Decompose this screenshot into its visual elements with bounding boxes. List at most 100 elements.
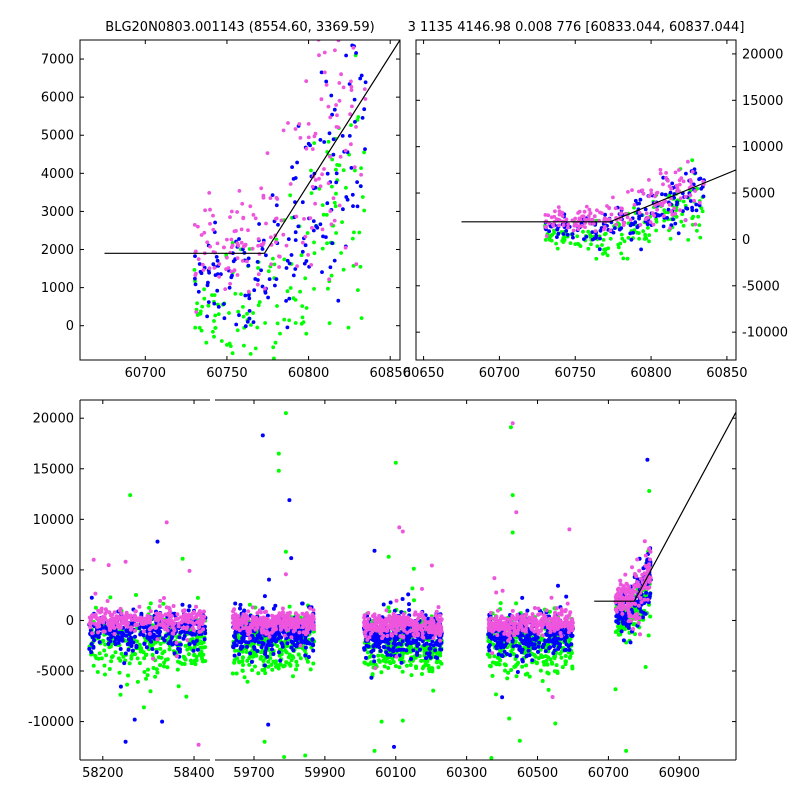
data-point-blue (372, 548, 377, 553)
data-point-magenta (546, 213, 551, 218)
data-point-green (679, 219, 684, 224)
data-point-blue (170, 642, 175, 647)
data-point-blue (526, 644, 531, 649)
y-tick-label: 2000 (41, 243, 74, 258)
data-point-magenta (565, 601, 570, 606)
data-point-blue (263, 649, 268, 654)
data-point-magenta (688, 178, 693, 182)
data-point-magenta (559, 612, 564, 617)
data-point-magenta (260, 630, 265, 635)
data-point-blue (186, 608, 191, 613)
data-point-magenta (277, 265, 281, 269)
data-point-magenta (246, 289, 251, 294)
data-point-magenta (614, 222, 619, 227)
data-point-green (240, 659, 245, 664)
data-point-magenta (405, 615, 409, 620)
data-point-magenta (384, 608, 389, 613)
data-point-magenta (264, 609, 268, 614)
data-point-green (646, 633, 651, 638)
data-point-blue (330, 112, 334, 117)
data-point-blue (322, 140, 327, 144)
data-point-blue (334, 171, 339, 176)
data-point-green (309, 191, 314, 196)
data-point-magenta (230, 616, 235, 621)
data-point-blue (273, 283, 277, 288)
data-point-magenta (237, 189, 242, 193)
data-point-magenta (217, 262, 222, 266)
data-point-blue (544, 639, 549, 644)
data-point-green (400, 718, 405, 723)
data-point-blue (386, 646, 391, 651)
data-point-blue (624, 622, 628, 626)
data-point-magenta (595, 208, 599, 213)
data-point-magenta (232, 268, 237, 273)
data-point-magenta (300, 240, 305, 245)
data-point-blue (619, 226, 624, 231)
data-point-green (282, 257, 287, 262)
data-point-green (118, 692, 123, 697)
data-point-green (146, 667, 150, 672)
data-point-magenta (229, 209, 234, 214)
data-point-magenta (281, 232, 286, 237)
data-point-magenta (248, 204, 253, 209)
data-point-blue (245, 319, 250, 324)
data-point-green (263, 321, 267, 325)
data-point-green (287, 604, 292, 609)
data-point-blue (352, 97, 357, 102)
data-point-magenta (91, 557, 96, 562)
data-point-green (206, 361, 210, 365)
data-point-green (176, 684, 181, 689)
data-point-blue (363, 80, 368, 85)
data-point-blue (331, 137, 336, 142)
data-point-green (184, 694, 189, 699)
data-point-magenta (155, 637, 160, 642)
data-point-green (560, 665, 565, 670)
data-point-magenta (661, 200, 666, 205)
data-point-blue (524, 641, 529, 646)
data-point-magenta (275, 197, 280, 201)
data-point-magenta (602, 218, 607, 222)
data-point-blue (278, 658, 283, 663)
data-point-green (606, 246, 611, 251)
data-point-blue (353, 120, 357, 124)
data-point-magenta (650, 211, 655, 216)
data-point-green (270, 667, 275, 672)
data-point-green (288, 193, 293, 198)
data-point-green (303, 753, 308, 758)
data-point-green (283, 648, 288, 653)
data-point-blue (564, 229, 569, 233)
data-point-green (647, 489, 652, 493)
data-point-blue (260, 606, 265, 611)
data-point-blue (613, 226, 617, 231)
data-point-magenta (281, 620, 286, 625)
data-point-green (425, 659, 430, 664)
data-point-magenta (430, 626, 435, 631)
data-point-green (158, 663, 163, 668)
data-point-blue (355, 180, 359, 185)
data-point-green (275, 381, 279, 385)
data-point-magenta (313, 201, 317, 206)
data-point-magenta (164, 520, 169, 525)
data-point-magenta (88, 619, 93, 624)
data-point-magenta (246, 609, 251, 614)
data-point-blue (303, 653, 308, 658)
data-point-magenta (335, 113, 339, 118)
data-point-blue (407, 602, 411, 607)
data-point-blue (130, 648, 135, 653)
data-points-segment-1 (87, 493, 208, 747)
data-point-green (554, 241, 558, 246)
data-point-magenta (124, 616, 129, 621)
data-point-blue (237, 237, 241, 241)
data-point-magenta (437, 619, 442, 624)
data-point-magenta (228, 250, 233, 255)
data-point-green (199, 328, 204, 333)
data-point-magenta (105, 599, 110, 603)
data-point-green (510, 530, 515, 535)
data-point-green (573, 242, 578, 247)
data-point-magenta (228, 281, 233, 286)
data-point-magenta (265, 620, 270, 625)
data-point-magenta (385, 633, 390, 638)
data-point-green (376, 658, 381, 663)
data-point-green (304, 306, 309, 310)
data-point-green (567, 655, 572, 660)
